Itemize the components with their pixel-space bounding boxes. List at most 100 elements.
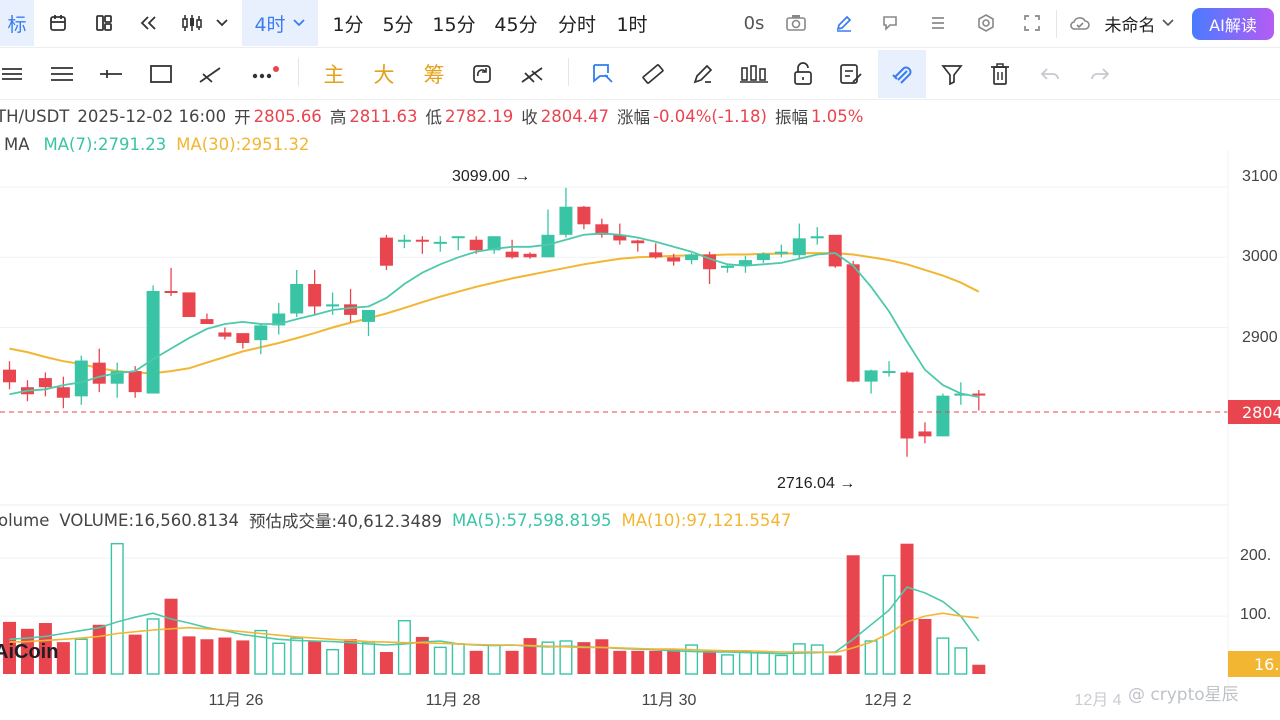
toolbar-separator	[568, 58, 569, 86]
volume-bar	[290, 637, 304, 675]
fullscreen-icon[interactable]	[1018, 0, 1046, 46]
candle-body	[38, 378, 52, 388]
ai-analysis-button[interactable]: AI解读	[1192, 8, 1274, 40]
price-tick: 2900	[1242, 329, 1278, 346]
volume-bar	[954, 647, 968, 675]
candle-body	[290, 283, 304, 314]
volume-bar	[469, 650, 483, 674]
candle-body	[523, 253, 537, 258]
candle-body	[810, 236, 824, 239]
sync-icon[interactable]	[468, 50, 496, 98]
source-watermark: @ crypto星辰	[1128, 685, 1239, 705]
candle-body	[846, 264, 860, 382]
low-annotation: 2716.04 →	[777, 475, 855, 492]
calendar-icon[interactable]	[44, 0, 72, 46]
candle-body	[505, 251, 519, 258]
amplitude-value: 1.05%	[810, 106, 864, 126]
brush-icon[interactable]	[688, 50, 718, 98]
interval-timeline[interactable]: 分时	[557, 13, 596, 36]
chip-indicator-button[interactable]: 筹	[423, 63, 445, 87]
candle-tool-icon[interactable]	[738, 50, 770, 98]
x-tick-label: 12月 4	[1074, 692, 1121, 709]
x-tick-label: 12月 2	[864, 692, 911, 709]
volume-bar	[667, 649, 681, 674]
redo-icon[interactable]	[1086, 50, 1114, 98]
amplitude-label: 振幅	[774, 108, 808, 127]
volume-bar	[379, 651, 393, 674]
menu-icon[interactable]	[0, 50, 26, 98]
interval-15m[interactable]: 15分	[432, 13, 476, 36]
interval-5m[interactable]: 5分	[382, 13, 414, 36]
indicator-button[interactable]: 标	[0, 0, 34, 46]
pen-icon[interactable]	[830, 0, 858, 46]
candle-body	[128, 371, 142, 393]
interval-selector[interactable]: 4时	[242, 0, 318, 46]
rectangle-icon[interactable]	[147, 50, 175, 98]
candle-body	[559, 206, 573, 235]
volume-bar	[164, 598, 178, 674]
candle-body	[56, 387, 70, 398]
candle-body	[972, 393, 986, 396]
interval-1m[interactable]: 1分	[332, 13, 364, 36]
volume-bar	[900, 543, 914, 674]
undo-icon[interactable]	[1036, 50, 1064, 98]
candle-type-icon[interactable]	[178, 0, 206, 46]
ruler-icon[interactable]	[638, 50, 668, 98]
horizontal-lines-icon[interactable]	[48, 50, 76, 98]
magnet-icon[interactable]	[878, 50, 926, 98]
volume-bar	[936, 637, 950, 675]
volume-bar	[846, 555, 860, 674]
big-indicator-button[interactable]: 大	[373, 63, 395, 87]
filter-icon[interactable]	[938, 50, 966, 98]
ma7-value: MA(7):2791.23	[43, 134, 167, 154]
layout-name-button[interactable]: 未命名	[1098, 0, 1180, 46]
list-icon[interactable]	[924, 0, 952, 46]
note-tool-icon[interactable]	[588, 50, 618, 98]
chevron-down-icon	[292, 19, 305, 27]
candle-body	[362, 309, 375, 322]
volume-bar	[631, 650, 645, 674]
ma30-line	[9, 252, 980, 375]
change-value: -0.04%(-1.18)	[653, 106, 767, 126]
candle-body	[415, 239, 429, 242]
fib-tool-icon[interactable]	[518, 50, 546, 98]
popout-icon[interactable]	[876, 0, 904, 46]
close-value: 2804.47	[540, 106, 610, 126]
volume-bar	[541, 641, 555, 675]
volume-bar	[397, 620, 411, 675]
candle-body	[792, 238, 806, 256]
horizontal-ray-icon[interactable]	[97, 50, 125, 98]
volume-tick: 200.	[1240, 547, 1271, 564]
volume-bar	[577, 642, 591, 674]
settings-icon[interactable]	[972, 0, 1000, 46]
trash-icon[interactable]	[986, 50, 1014, 98]
candle-body	[595, 224, 609, 235]
main-indicator-button[interactable]: 主	[323, 63, 345, 87]
high-label: 高	[329, 108, 347, 127]
edit-note-icon[interactable]	[836, 50, 866, 98]
camera-icon[interactable]	[782, 0, 810, 46]
cloud-save-icon[interactable]	[1066, 0, 1094, 46]
chevron-down-icon[interactable]	[210, 0, 234, 46]
toolbar-separator	[298, 58, 299, 86]
layout-icon[interactable]	[90, 0, 118, 46]
volume-bar	[559, 640, 573, 675]
volume-bar	[487, 644, 501, 675]
volume-bar	[326, 648, 340, 675]
candle-body	[326, 304, 340, 307]
more-icon[interactable]	[248, 50, 282, 98]
candle-body	[864, 370, 878, 382]
candle-body	[900, 372, 914, 439]
trend-line-icon[interactable]	[196, 50, 224, 98]
replay-icon[interactable]	[135, 0, 163, 46]
interval-45m[interactable]: 45分	[494, 13, 538, 36]
chevron-down-icon	[1161, 19, 1174, 27]
volume-bar	[200, 639, 214, 674]
lock-icon[interactable]	[788, 50, 818, 98]
current-volume-tag: 16.	[1228, 651, 1280, 677]
interval-1h[interactable]: 1时	[616, 13, 648, 36]
candle-body	[74, 360, 88, 397]
volume-bar	[20, 628, 34, 674]
volume-bar	[864, 640, 878, 675]
